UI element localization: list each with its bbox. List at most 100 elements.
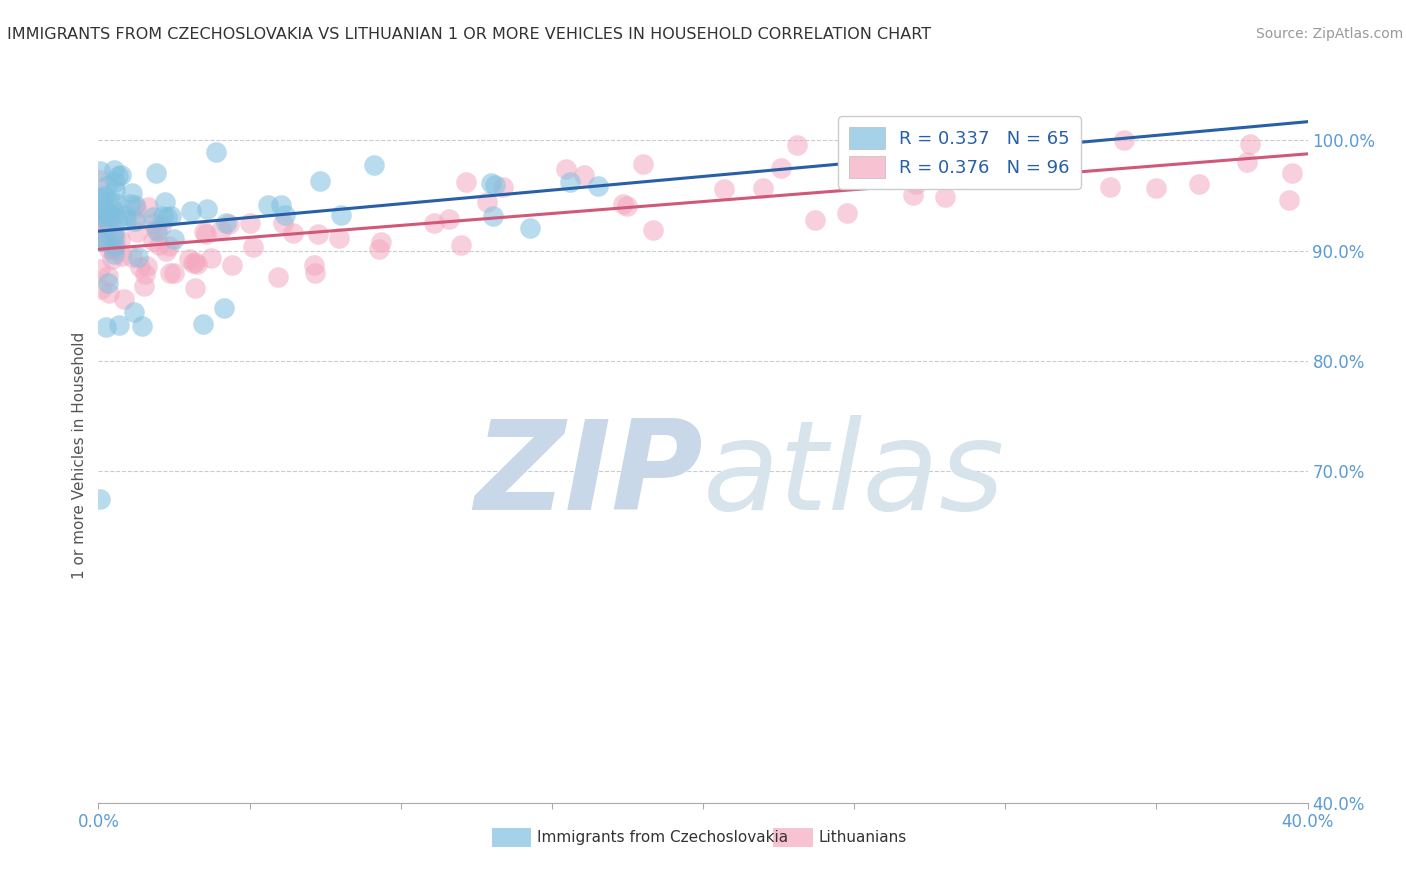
Point — [145, 166, 167, 180]
Point — [186, 257, 208, 271]
Point — [100, 216, 122, 230]
Point — [901, 187, 924, 202]
Point — [142, 210, 165, 224]
Point — [110, 168, 132, 182]
Point — [114, 209, 136, 223]
Point — [127, 225, 149, 239]
Point — [124, 202, 146, 216]
Point — [90, 212, 112, 227]
Point — [131, 318, 153, 333]
Point — [242, 240, 264, 254]
Point — [1114, 133, 1136, 147]
Point — [105, 211, 128, 226]
Point — [150, 219, 173, 233]
Point — [103, 247, 125, 261]
Point — [155, 244, 177, 259]
Point — [1049, 167, 1071, 181]
Point — [267, 269, 290, 284]
Point — [93, 234, 115, 248]
Point — [104, 239, 127, 253]
Point — [142, 216, 165, 230]
Point — [1098, 179, 1121, 194]
Point — [193, 318, 215, 332]
Point — [112, 293, 135, 307]
Point — [218, 217, 240, 231]
Point — [239, 215, 262, 229]
Point — [363, 158, 385, 172]
Point — [612, 196, 634, 211]
Point — [163, 232, 186, 246]
Text: atlas: atlas — [703, 416, 1005, 536]
Point — [124, 214, 146, 228]
Point — [132, 279, 155, 293]
Point — [367, 242, 389, 256]
Point — [94, 207, 117, 221]
Point — [128, 260, 150, 274]
Point — [479, 176, 502, 190]
Point — [184, 281, 207, 295]
Point — [309, 174, 332, 188]
Text: Lithuanians: Lithuanians — [818, 830, 907, 845]
Point — [101, 252, 124, 267]
Point — [482, 209, 505, 223]
Point — [519, 221, 541, 235]
Point — [89, 173, 111, 187]
Point — [89, 492, 111, 507]
Point — [270, 198, 292, 212]
Point — [950, 171, 973, 186]
Point — [162, 266, 184, 280]
Y-axis label: 1 or more Vehicles in Household: 1 or more Vehicles in Household — [72, 331, 87, 579]
Point — [256, 198, 278, 212]
Text: IMMIGRANTS FROM CZECHOSLOVAKIA VS LITHUANIAN 1 OR MORE VEHICLES IN HOUSEHOLD COR: IMMIGRANTS FROM CZECHOSLOVAKIA VS LITHUA… — [7, 27, 931, 42]
Point — [370, 235, 392, 249]
Point — [124, 211, 146, 225]
Text: Source: ZipAtlas.com: Source: ZipAtlas.com — [1256, 27, 1403, 41]
Point — [90, 210, 112, 224]
Point — [103, 162, 125, 177]
Point — [101, 202, 124, 216]
Point — [159, 266, 181, 280]
Point — [89, 227, 111, 242]
Point — [304, 266, 326, 280]
Point — [104, 175, 127, 189]
Point — [157, 239, 180, 253]
Point — [1188, 177, 1211, 191]
Point — [89, 193, 111, 207]
Point — [713, 181, 735, 195]
Point — [643, 223, 665, 237]
Point — [96, 320, 118, 334]
Point — [1281, 166, 1303, 180]
Point — [103, 231, 125, 245]
Point — [90, 191, 112, 205]
Point — [115, 212, 138, 227]
Point — [307, 227, 329, 242]
Point — [89, 194, 111, 209]
Point — [89, 229, 111, 244]
Point — [934, 189, 956, 203]
Point — [96, 217, 118, 231]
Point — [180, 204, 202, 219]
Point — [136, 200, 159, 214]
Point — [103, 227, 125, 241]
Point — [145, 221, 167, 235]
Point — [560, 175, 582, 189]
Point — [96, 234, 118, 248]
Point — [134, 267, 156, 281]
Point — [1054, 145, 1077, 159]
Point — [145, 224, 167, 238]
Point — [195, 202, 218, 216]
Point — [152, 210, 174, 224]
Point — [89, 234, 111, 248]
Point — [1144, 181, 1167, 195]
Point — [215, 216, 238, 230]
Point — [574, 168, 596, 182]
Point — [127, 250, 149, 264]
Point — [153, 194, 176, 209]
Text: Immigrants from Czechoslovakia: Immigrants from Czechoslovakia — [537, 830, 789, 845]
Point — [586, 179, 609, 194]
Point — [904, 177, 927, 191]
Point — [93, 189, 115, 203]
Point — [804, 213, 827, 227]
Point — [96, 277, 118, 291]
Point — [110, 233, 132, 247]
